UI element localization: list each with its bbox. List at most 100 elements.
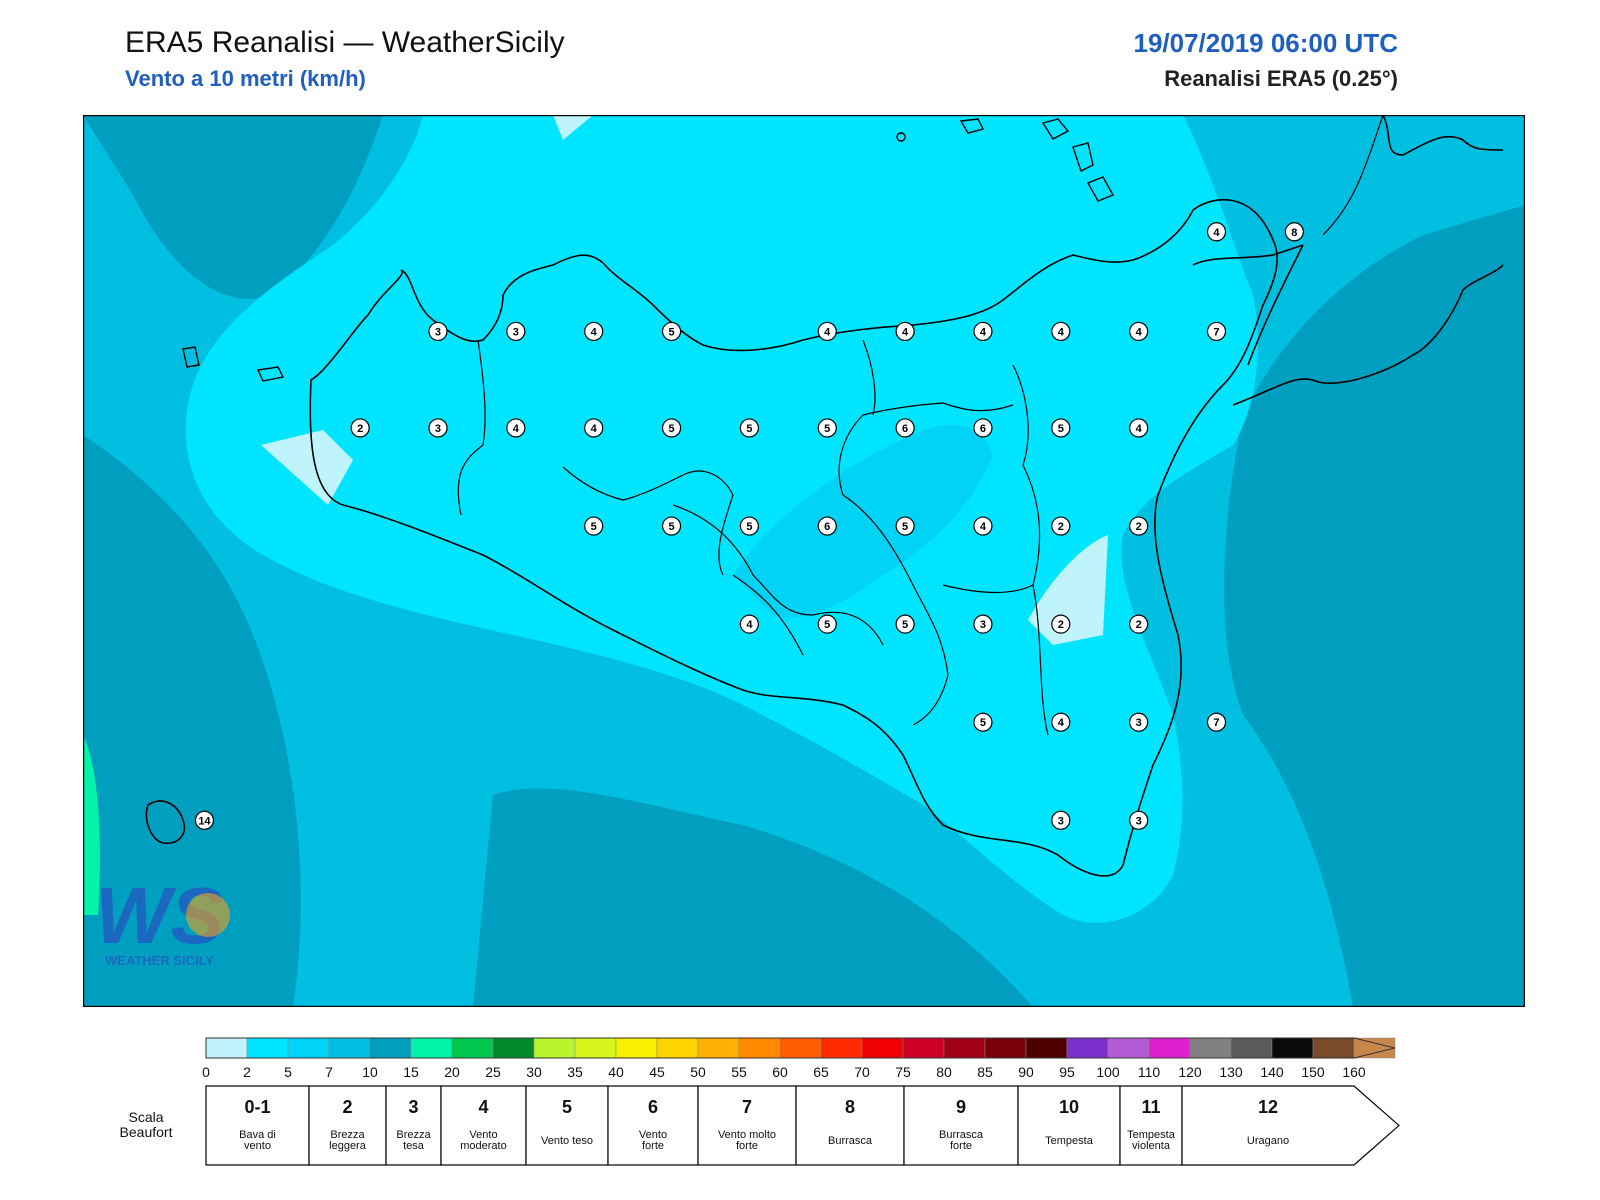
station-circle (895, 418, 915, 438)
colorbar-tick-label: 80 (936, 1064, 952, 1080)
station-marker: 5 (1051, 418, 1071, 438)
station-circle (1129, 516, 1149, 536)
beaufort-class: 10 Tempesta (1017, 1085, 1121, 1166)
station-circle (973, 418, 993, 438)
station-marker: 5 (739, 418, 759, 438)
station-circle (973, 614, 993, 634)
colorbar-segment (1312, 1037, 1355, 1059)
island-stromboli (1087, 176, 1114, 202)
colorbar-tick-label: 55 (731, 1064, 747, 1080)
beaufort-class-desc: Burrasca (939, 1129, 984, 1141)
station-circle (584, 516, 604, 536)
station-marker: 2 (1129, 614, 1149, 634)
station-value: 5 (980, 717, 986, 729)
colorbar-tick-label: 50 (690, 1064, 706, 1080)
colorbar-segment (287, 1037, 330, 1059)
station-value: 2 (1136, 521, 1142, 533)
beaufort-class-number: 8 (845, 1097, 855, 1117)
station-value: 5 (902, 521, 908, 533)
station-circle (973, 712, 993, 732)
station-marker: 4 (817, 321, 837, 342)
station-value: 4 (1136, 423, 1143, 435)
station-circle (506, 418, 526, 438)
beaufort-class-desc: forte (642, 1140, 664, 1152)
logo-sun-icon (186, 893, 230, 937)
station-marker: 2 (350, 418, 370, 438)
colorbar-segment (1353, 1037, 1396, 1059)
station-marker: 3 (428, 321, 448, 342)
station-circle (1206, 321, 1227, 342)
station-value: 4 (1136, 326, 1143, 338)
calabria-coastline (1192, 115, 1504, 406)
colorbar-segment (246, 1037, 289, 1059)
station-circle (817, 516, 837, 536)
beaufort-class-box (607, 1085, 699, 1166)
beaufort-class-number: 9 (956, 1097, 966, 1117)
station-marker: 4 (739, 614, 759, 634)
station-circle (895, 614, 915, 634)
colorbar-tick-label: 45 (649, 1064, 665, 1080)
beaufort-class-desc: violenta (1132, 1140, 1171, 1152)
station-circle (506, 321, 526, 342)
island-salina (959, 118, 985, 134)
colorbar-tick-label: 75 (895, 1064, 911, 1080)
beaufort-class-number: 5 (562, 1097, 572, 1117)
logo-text: WEATHER SICILY (105, 953, 214, 968)
colorbar-segment (656, 1037, 699, 1059)
station-value: 7 (1213, 326, 1219, 338)
colorbar-tick-label: 0 (202, 1064, 210, 1080)
station-circle (1051, 810, 1071, 830)
colorbar-segment (902, 1037, 945, 1059)
beaufort-class-number: 12 (1258, 1097, 1278, 1117)
station-circle (428, 418, 448, 438)
beaufort-class-box (525, 1085, 609, 1166)
station-value: 6 (902, 423, 908, 435)
station-value: 5 (591, 521, 597, 533)
colorbar (205, 1037, 1396, 1059)
station-circle (1051, 614, 1071, 634)
legend: 0 2 5 7 10 15 20 25 30 35 40 45 50 55 60 65 70 75 80 85 90 95… (202, 1037, 1400, 1166)
map-frame (83, 115, 1525, 1007)
colorbar-tick-label: 160 (1342, 1064, 1366, 1080)
colorbar-segment (369, 1037, 412, 1059)
station-value: 4 (980, 326, 987, 338)
station-marker: 5 (817, 614, 837, 634)
data-source: Reanalisi ERA5 (0.25°) (1164, 66, 1398, 91)
station-marker: 4 (1051, 712, 1071, 732)
station-value: 5 (668, 423, 674, 435)
station-circle (1051, 712, 1071, 732)
station-marker: 14 (194, 810, 215, 830)
colorbar-segment (738, 1037, 781, 1059)
beaufort-class-box (1181, 1085, 1400, 1166)
station-circle (584, 418, 604, 438)
station-circle (1129, 418, 1149, 438)
colorbar-tick-label: 95 (1059, 1064, 1075, 1080)
station-value: 3 (980, 619, 986, 631)
station-marker: 4 (895, 321, 915, 342)
station-circle (661, 516, 682, 536)
station-circle (1129, 614, 1149, 634)
station-circle (1129, 810, 1149, 830)
wind-band-10-15-nw (83, 115, 383, 299)
colorbar-tick-label: 20 (444, 1064, 460, 1080)
station-value: 5 (824, 423, 830, 435)
beaufort-class-desc: Uragano (1247, 1135, 1289, 1147)
colorbar-segment (1148, 1037, 1191, 1059)
colorbar-tick-label: 70 (854, 1064, 870, 1080)
colorbar-segment (820, 1037, 863, 1059)
station-value: 2 (357, 423, 363, 435)
colorbar-segment (1230, 1037, 1273, 1059)
station-circle (739, 516, 759, 536)
colorbar-outline (205, 1037, 1396, 1059)
colorbar-tick-label: 100 (1096, 1064, 1120, 1080)
colorbar-segment (533, 1037, 576, 1059)
colorbar-tick-label: 15 (403, 1064, 419, 1080)
station-circle (1129, 321, 1149, 342)
station-marker: 4 (1206, 222, 1227, 242)
colorbar-tick-label: 5 (284, 1064, 292, 1080)
colorbar-tick-label: 85 (977, 1064, 993, 1080)
station-value: 5 (902, 619, 908, 631)
station-value: 3 (1136, 717, 1142, 729)
